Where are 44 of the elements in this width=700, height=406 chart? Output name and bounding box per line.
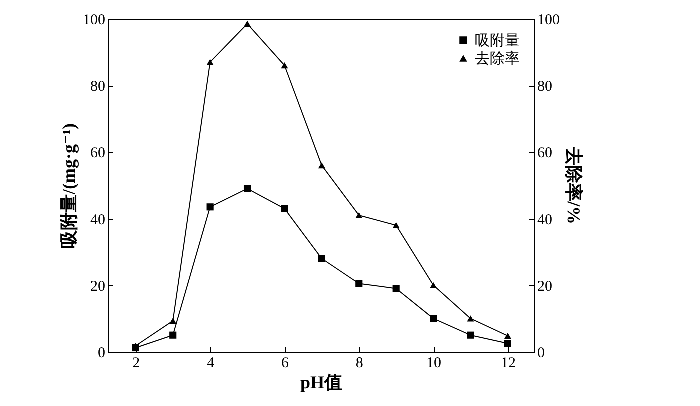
point bbox=[318, 162, 326, 169]
point bbox=[430, 282, 438, 288]
point bbox=[170, 332, 177, 339]
point bbox=[281, 62, 288, 69]
point bbox=[132, 342, 140, 350]
legend-label: 吸附量 bbox=[475, 32, 520, 50]
y-tick-label: 20 bbox=[90, 278, 106, 295]
x-tick-label: 12 bbox=[500, 356, 516, 372]
y2-axis-title: 去除率/% bbox=[564, 146, 584, 225]
y2-tick-label: 100 bbox=[538, 12, 560, 28]
point bbox=[467, 316, 474, 322]
point bbox=[392, 285, 400, 292]
point bbox=[430, 315, 438, 322]
x-tick-label: 2 bbox=[132, 356, 140, 372]
point bbox=[244, 185, 252, 192]
point bbox=[356, 212, 363, 219]
y2-tick-label: 0 bbox=[538, 346, 545, 362]
y2-tick-label: 80 bbox=[538, 79, 552, 96]
y-tick-label: 60 bbox=[90, 146, 106, 162]
point bbox=[504, 340, 512, 348]
point bbox=[467, 332, 474, 339]
y-axis-title: 吸附量/(mg·g⁻¹) bbox=[59, 124, 79, 248]
point bbox=[318, 255, 326, 262]
x-tick-label: 6 bbox=[281, 356, 290, 372]
point bbox=[244, 20, 252, 28]
y-tick-label: 0 bbox=[98, 346, 106, 362]
x-tick-label: 8 bbox=[356, 356, 364, 372]
y2-tick-label: 60 bbox=[538, 146, 552, 162]
point bbox=[170, 318, 177, 324]
y2-tick-label: 40 bbox=[538, 212, 552, 228]
x-tick-label: 10 bbox=[426, 356, 442, 372]
point bbox=[356, 280, 363, 288]
point bbox=[281, 205, 288, 212]
point bbox=[504, 332, 512, 340]
x-tick-label: 4 bbox=[207, 356, 216, 372]
y-tick-label: 40 bbox=[90, 212, 106, 228]
point bbox=[206, 204, 214, 211]
x-axis-title: pH值 bbox=[300, 372, 343, 392]
y-tick-label: 100 bbox=[83, 12, 106, 28]
point bbox=[392, 222, 400, 229]
y2-tick-label: 20 bbox=[538, 278, 552, 295]
y-tick-label: 80 bbox=[90, 79, 106, 96]
point bbox=[206, 59, 214, 66]
legend-label: 去除率 bbox=[475, 50, 520, 68]
